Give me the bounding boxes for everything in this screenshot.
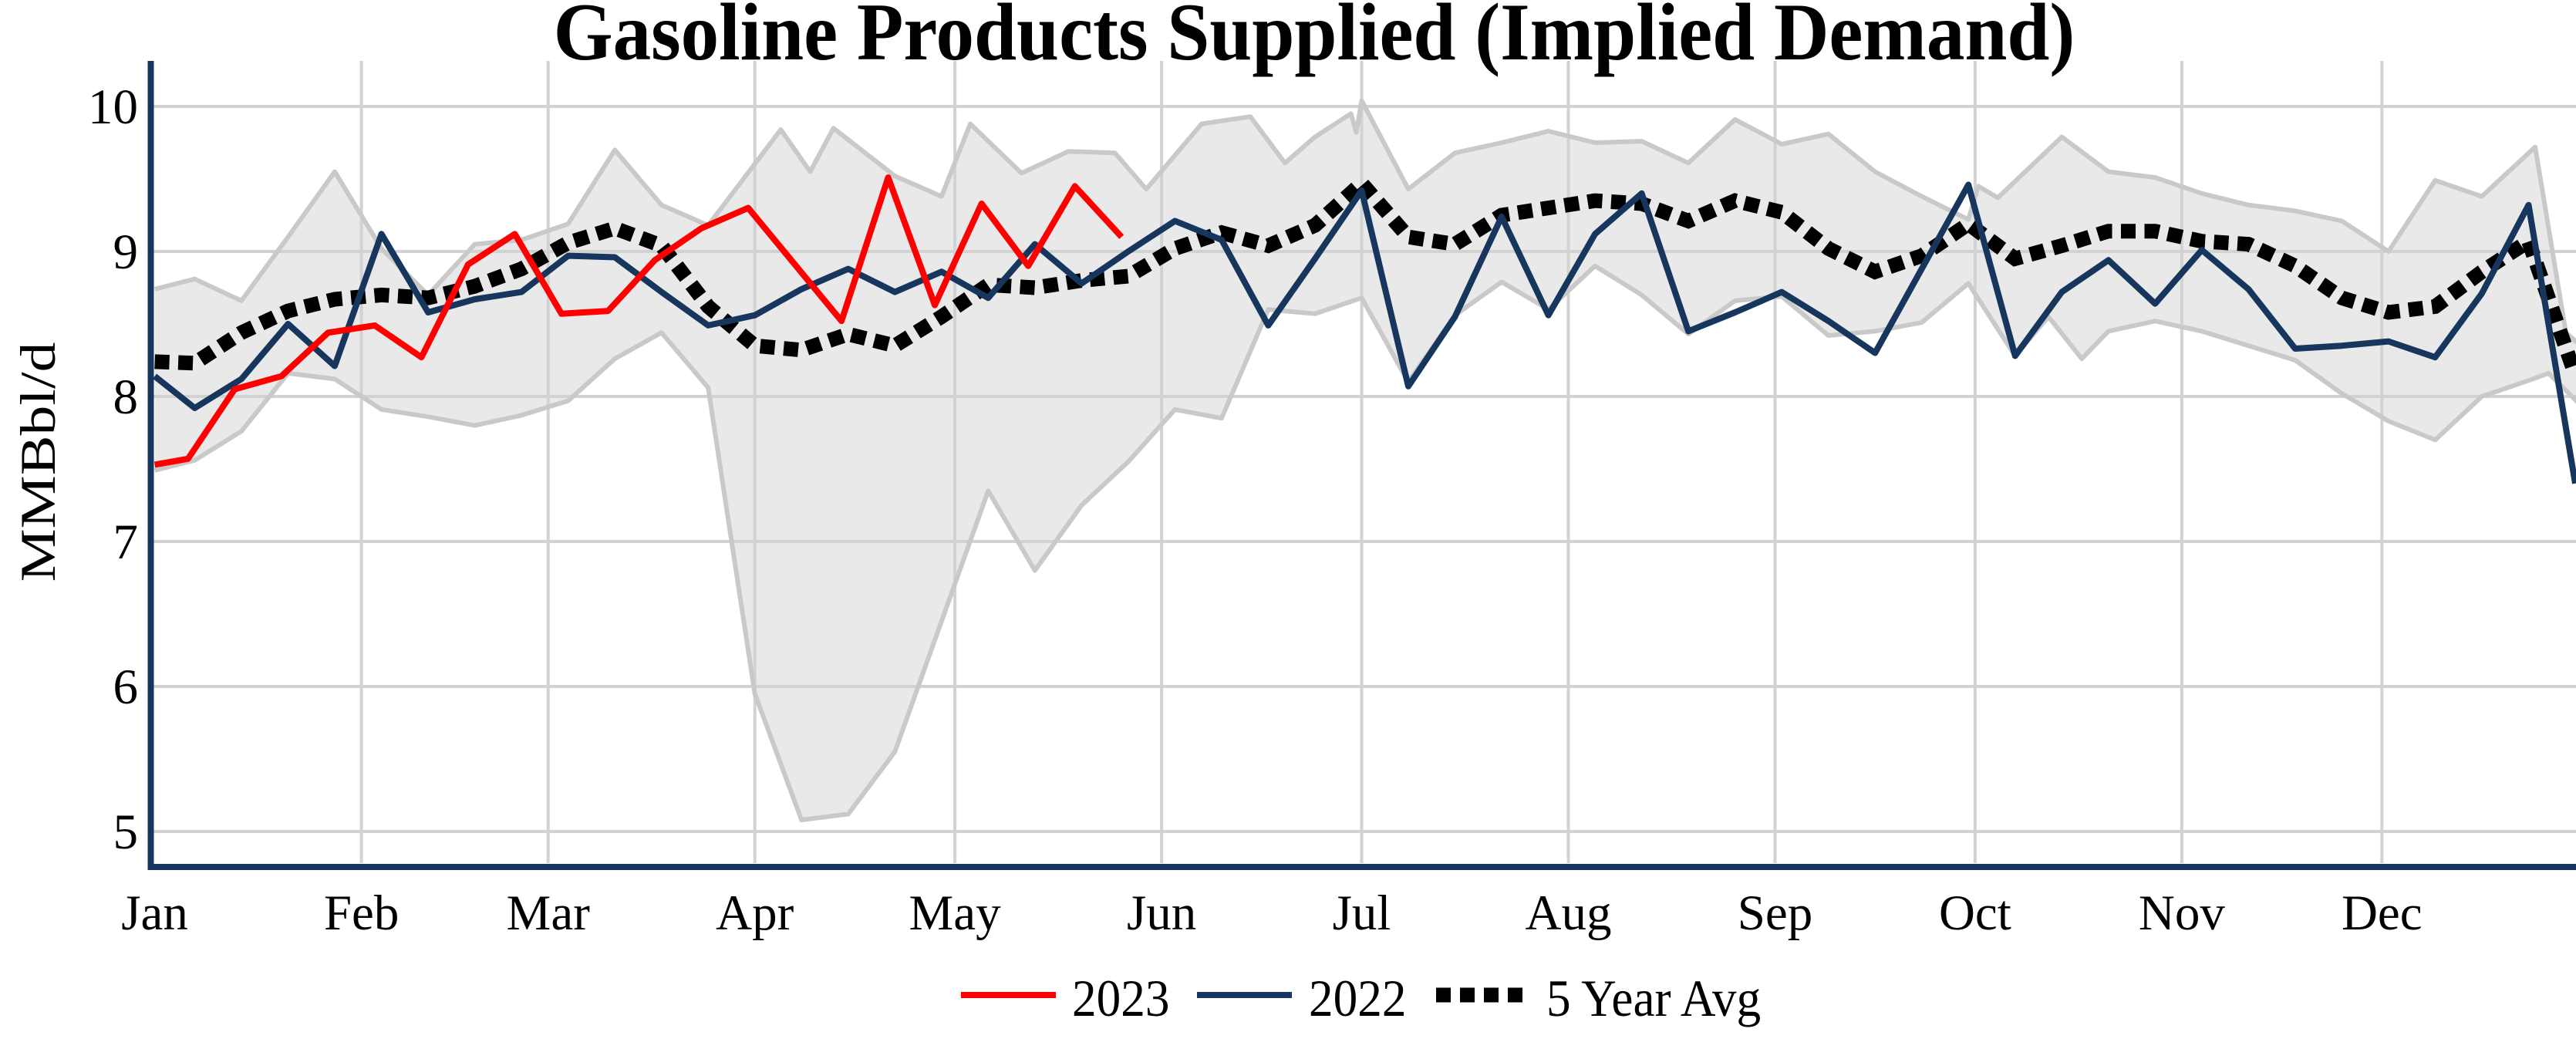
svg-text:Jun: Jun: [1127, 885, 1196, 941]
svg-text:8: 8: [113, 369, 139, 425]
svg-text:2023: 2023: [1072, 970, 1169, 1028]
svg-text:Mar: Mar: [507, 885, 591, 941]
svg-text:7: 7: [113, 514, 139, 570]
svg-text:Dec: Dec: [2342, 885, 2423, 941]
svg-text:MMBbl/d: MMBbl/d: [10, 342, 66, 582]
svg-text:10: 10: [88, 79, 138, 135]
svg-text:Apr: Apr: [716, 885, 794, 941]
svg-text:Sep: Sep: [1738, 885, 1813, 941]
svg-text:Jul: Jul: [1333, 885, 1391, 941]
svg-text:Oct: Oct: [1939, 885, 2011, 941]
svg-text:May: May: [909, 885, 1002, 941]
svg-text:Aug: Aug: [1526, 885, 1612, 941]
svg-text:Nov: Nov: [2139, 885, 2225, 941]
svg-text:6: 6: [113, 659, 139, 715]
svg-text:9: 9: [113, 224, 139, 280]
svg-text:2022: 2022: [1309, 970, 1406, 1028]
svg-text:Gasoline Products Supplied (Im: Gasoline Products Supplied (Implied Dema…: [554, 0, 2075, 78]
svg-text:Jan: Jan: [121, 885, 188, 941]
svg-text:5: 5: [113, 804, 139, 860]
svg-text:5 Year Avg: 5 Year Avg: [1546, 970, 1761, 1028]
svg-text:Feb: Feb: [324, 885, 400, 941]
